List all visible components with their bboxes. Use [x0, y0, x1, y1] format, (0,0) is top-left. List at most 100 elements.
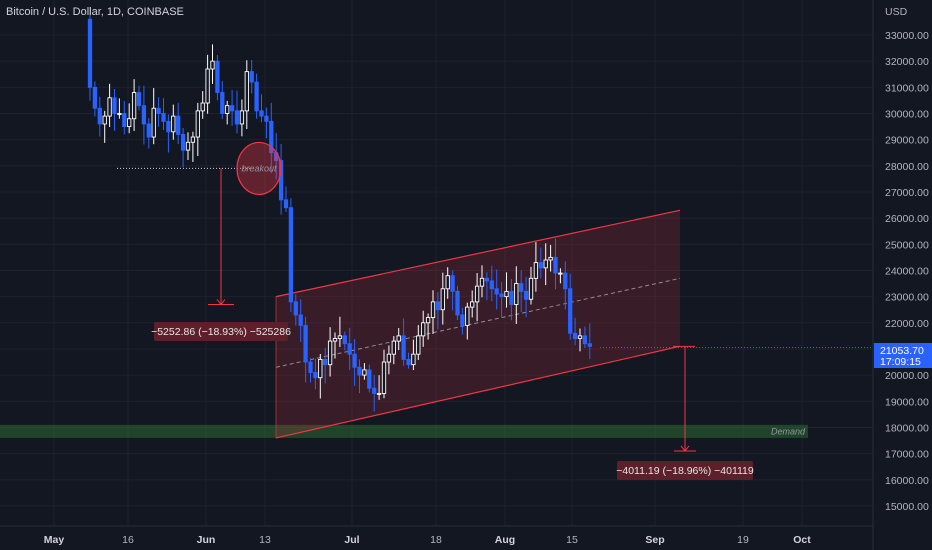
candle-body [195, 110, 200, 138]
price-tick-label: 29000.00 [885, 135, 929, 147]
candle-body [499, 293, 504, 298]
candle-body [239, 110, 245, 125]
breakout-circle[interactable] [236, 141, 282, 196]
currency-label: USD [885, 6, 908, 18]
price-tick-label: 15000.00 [885, 501, 929, 513]
price-tick-label: 18000.00 [885, 422, 929, 434]
candle-body [587, 343, 592, 347]
candle-body [259, 110, 264, 117]
measure-2-label-bg [617, 461, 753, 480]
candle-body [450, 275, 455, 292]
price-tick-label: 19000.00 [885, 396, 929, 408]
channel-upper-line[interactable] [275, 209, 681, 298]
candle-body [357, 366, 362, 376]
time-tick-label: May [44, 534, 65, 546]
channel-lower-line[interactable] [275, 345, 681, 439]
ascending-channel[interactable] [275, 209, 681, 439]
candle-body [171, 115, 176, 133]
candle-body [533, 262, 539, 279]
candle-body [127, 118, 132, 128]
price-tick-label: 23000.00 [885, 292, 929, 304]
last-price-badge: 21053.70 17:09:15 [874, 343, 932, 368]
candle-body [401, 335, 406, 360]
time-axis[interactable]: May 16 Jun 13 Jul 18 Aug 15 Sep 19 Oct [44, 534, 811, 546]
symbol-title[interactable]: Bitcoin / U.S. Dollar, 1D, COINBASE [6, 6, 184, 18]
time-tick-label: 16 [122, 534, 134, 546]
candle-body [244, 71, 249, 112]
time-tick-label: Sep [645, 534, 664, 546]
candle-body [519, 283, 524, 292]
measure-2-arrow [680, 445, 690, 452]
candle-body [210, 60, 215, 70]
candle-body [87, 18, 93, 88]
candle-body [141, 105, 147, 125]
candlestick-series [87, 7, 592, 412]
candle-body [102, 115, 107, 125]
candle-body [538, 262, 543, 269]
time-tick-label: Jul [344, 534, 359, 546]
candle-body [298, 314, 303, 326]
price-tick-label: 30000.00 [885, 108, 929, 120]
candle-body [430, 301, 436, 319]
candle-body [460, 314, 465, 326]
candle-body [323, 358, 328, 366]
candle-body [386, 353, 392, 363]
price-tick-label: 16000.00 [885, 475, 929, 487]
candle-body [220, 92, 225, 114]
candle-body [347, 343, 352, 355]
candle-body [249, 71, 254, 83]
demand-zone[interactable]: Demand [0, 424, 808, 438]
candle-body [303, 324, 308, 363]
candle-body [435, 301, 441, 311]
candle-body [215, 60, 220, 94]
candle-body [151, 107, 156, 138]
price-tick-label: 33000.00 [885, 30, 929, 42]
candle-body [332, 338, 338, 342]
candle-body [190, 136, 196, 143]
last-price-countdown: 17:09:15 [880, 356, 921, 368]
candle-body [445, 275, 450, 290]
candle-body [381, 361, 387, 394]
measure-2-label: −4011.19 (−18.96%) −401119 [616, 465, 754, 477]
demand-zone-rect[interactable] [0, 424, 808, 438]
candle-body [577, 335, 583, 339]
candle-body [269, 120, 274, 154]
candle-body [504, 290, 509, 298]
candle-body [293, 301, 298, 316]
candle-body [425, 317, 431, 324]
candle-body [200, 102, 205, 112]
price-tick-label: 20000.00 [885, 370, 929, 382]
candle-body [572, 332, 578, 339]
candle-body [352, 353, 357, 368]
price-tick-label: 25000.00 [885, 239, 929, 251]
candle-body [440, 288, 445, 311]
last-price-value: 21053.70 [880, 345, 924, 357]
candle-body [146, 123, 151, 138]
candle-body [131, 92, 137, 120]
candle-body [180, 133, 186, 151]
candle-body [514, 283, 519, 305]
chart-annotations[interactable]: breakout −5252.86 (−18.93%) −525286 −4011.… [117, 141, 873, 480]
channel-midline[interactable] [275, 277, 681, 368]
candle-body [465, 306, 470, 326]
candle-body [523, 290, 529, 300]
price-tick-label: 17000.00 [885, 449, 929, 461]
candle-body [406, 358, 411, 366]
candle-body [308, 361, 313, 373]
measure-1-label: −5252.86 (−18.93%) −525286 [151, 326, 291, 338]
candle-body [313, 372, 318, 379]
candle-body [367, 369, 372, 389]
candle-body [489, 280, 494, 290]
candle-body [563, 272, 568, 290]
candle-body [455, 290, 460, 316]
candle-body [205, 68, 210, 104]
candle-body [416, 335, 421, 355]
candle-body [376, 392, 382, 395]
time-tick-label: Jun [197, 534, 216, 546]
candle-body [288, 207, 294, 303]
time-tick-label: Oct [793, 534, 811, 546]
time-tick-label: Aug [495, 534, 515, 546]
candle-body [136, 92, 142, 107]
candle-body [264, 115, 269, 122]
